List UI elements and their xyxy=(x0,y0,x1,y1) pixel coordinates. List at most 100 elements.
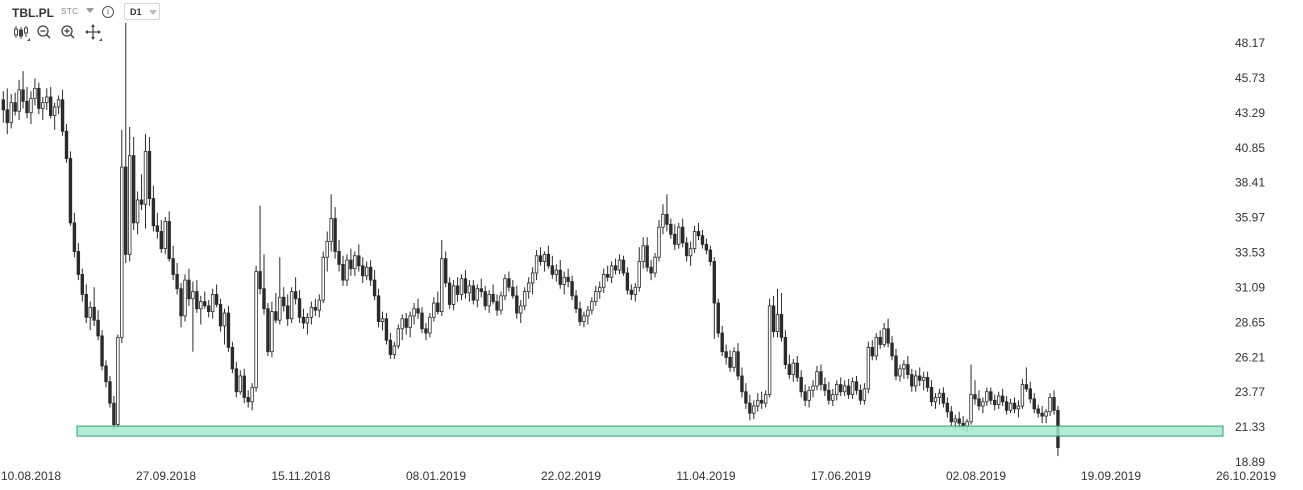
candle-body-down xyxy=(570,281,574,297)
candle-body-down xyxy=(558,269,562,285)
candle-body-down xyxy=(929,387,934,403)
candle xyxy=(894,348,898,381)
candle-body-down xyxy=(13,102,17,112)
candle-body-up xyxy=(321,256,325,301)
candle-body-up xyxy=(969,394,973,423)
candle-body-up xyxy=(163,221,167,250)
candle xyxy=(929,380,934,407)
date-tick-label: 19.09.2019 xyxy=(1081,469,1141,483)
timeframe-value: D1 xyxy=(130,7,142,17)
candle xyxy=(108,375,112,408)
candle-body-down xyxy=(416,308,420,314)
price-tick-label: 40.85 xyxy=(1235,141,1265,155)
candle-body-down xyxy=(262,288,266,310)
candle xyxy=(56,95,61,115)
candle-body-down xyxy=(625,272,630,291)
candle xyxy=(124,23,128,263)
zoom-out-icon[interactable] xyxy=(35,24,55,42)
date-tick-label: 02.08.2019 xyxy=(946,469,1006,483)
candle xyxy=(92,287,96,326)
candle-body-down xyxy=(282,296,286,307)
candle xyxy=(491,284,495,305)
candle-body-down xyxy=(333,218,337,252)
candle-body-up xyxy=(459,278,464,295)
candle xyxy=(566,268,570,288)
crosshair-move-icon[interactable] xyxy=(84,24,104,42)
candle xyxy=(191,281,195,352)
candle xyxy=(325,231,329,272)
candle xyxy=(163,217,167,255)
candle xyxy=(574,290,578,314)
candle xyxy=(582,311,586,328)
candle-body-up xyxy=(523,291,527,307)
candle xyxy=(594,285,598,306)
candle-body-down xyxy=(361,265,365,277)
candle xyxy=(349,248,353,276)
candle-body-down xyxy=(376,295,381,323)
candle-body-down xyxy=(21,89,25,102)
candle-body-up xyxy=(428,316,432,334)
candle-body-down xyxy=(846,385,851,395)
candle-body-down xyxy=(293,291,298,300)
candle xyxy=(945,397,950,418)
candle-body-down xyxy=(230,346,235,370)
candle xyxy=(748,394,752,421)
candle-body-down xyxy=(827,389,831,401)
candle-body-up xyxy=(902,364,906,370)
date-tick-label: 10.08.2018 xyxy=(1,469,61,483)
candle xyxy=(187,268,191,306)
candle-body-down xyxy=(1032,398,1036,410)
candle xyxy=(1008,398,1013,414)
candle-body-up xyxy=(862,388,867,401)
candle xyxy=(957,411,961,428)
candle xyxy=(321,251,325,304)
candle xyxy=(250,383,254,411)
candle xyxy=(862,383,867,405)
info-icon[interactable]: i xyxy=(102,6,114,18)
candle xyxy=(278,257,282,325)
symbol-dropdown-icon[interactable] xyxy=(86,8,94,13)
candle-body-down xyxy=(511,286,515,297)
candle xyxy=(886,318,890,348)
candle-body-down xyxy=(870,346,874,357)
candle-body-up xyxy=(412,308,416,317)
candle-body-up xyxy=(380,318,385,323)
date-tick-label: 11.04.2019 xyxy=(676,469,735,483)
candle-body-down xyxy=(546,253,551,267)
candle xyxy=(357,244,361,272)
candle-body-down xyxy=(748,402,752,414)
candle-body-up xyxy=(345,259,349,281)
candle xyxy=(242,368,246,404)
candle xyxy=(17,79,21,120)
candle xyxy=(372,270,377,301)
candle xyxy=(1016,400,1021,418)
candle-body-up xyxy=(752,405,756,414)
candle-body-up xyxy=(17,89,21,112)
candle-body-down xyxy=(621,259,626,274)
candle-body-down xyxy=(949,411,953,423)
candle xyxy=(1024,367,1029,392)
candle-body-down xyxy=(151,198,156,227)
candle xyxy=(210,288,215,319)
candle xyxy=(973,380,977,405)
candle xyxy=(222,308,227,345)
candle-body-down xyxy=(760,399,764,404)
candle xyxy=(293,277,298,305)
support-zone-rect[interactable] xyxy=(76,425,1224,437)
candle xyxy=(206,300,211,318)
zoom-in-icon[interactable] xyxy=(59,24,79,42)
candle xyxy=(376,288,381,328)
candle-body-down xyxy=(515,295,519,314)
candle xyxy=(677,222,681,249)
candle xyxy=(977,390,981,411)
candle-body-up xyxy=(41,102,45,109)
candle-body-up xyxy=(52,106,57,116)
candle-body-up xyxy=(815,371,819,387)
symbol-label[interactable]: TBL.PL xyxy=(12,6,54,20)
timeframe-select[interactable]: D1 xyxy=(124,3,160,20)
candlestick-type-icon[interactable] xyxy=(12,24,32,42)
candle xyxy=(459,274,464,301)
candle xyxy=(147,137,152,206)
candle-body-down xyxy=(349,259,353,270)
